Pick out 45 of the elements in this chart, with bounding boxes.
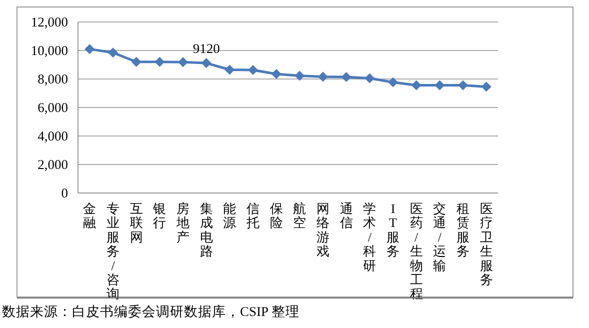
point	[131, 56, 142, 67]
x-tick-label: 医药/生物工程	[410, 201, 423, 302]
x-tick-label: 医疗卫生服务	[480, 201, 493, 287]
point	[84, 44, 95, 54]
y-tick-label: 8,000	[38, 72, 68, 86]
x-tick-label: 交通/运输	[433, 201, 446, 273]
point	[458, 80, 468, 90]
x-tick-label: 互联网	[130, 201, 143, 244]
y-tick-label: 4,000	[38, 128, 68, 144]
x-tick-label: 租赁服务	[456, 201, 470, 259]
x-tick-label: 保险	[270, 201, 283, 230]
y-tick-label: 0	[61, 186, 68, 200]
point	[154, 56, 165, 67]
point	[481, 82, 492, 92]
annotation: 9120	[192, 41, 220, 56]
x-tick-label: 专业服务/咨询	[106, 201, 120, 302]
x-tick-label: 能源	[223, 201, 236, 230]
x-tick-label: 网络游戏	[316, 201, 330, 259]
point	[434, 80, 445, 90]
point	[388, 77, 398, 88]
y-tick-label: 2,000	[38, 157, 68, 172]
point	[294, 70, 305, 81]
point	[318, 72, 328, 82]
x-tick-label: 航空	[293, 201, 306, 230]
point	[271, 69, 282, 80]
x-tick-label: 信托	[246, 201, 260, 230]
point	[224, 64, 235, 75]
x-tick-label: 银行	[152, 201, 166, 230]
x-tick-label: 集成电路	[200, 201, 213, 259]
y-tick-label: 10,000	[30, 43, 68, 58]
x-tick-label: 房地产	[176, 201, 190, 244]
y-tick-label: 6,000	[38, 100, 68, 115]
point	[411, 80, 422, 90]
x-tick-label: 金融	[83, 201, 96, 230]
source-note: 数据来源：白皮书编委会调研数据库，CSIP 整理	[2, 304, 300, 319]
point	[178, 57, 188, 68]
point	[201, 58, 212, 68]
point	[108, 48, 118, 58]
point	[341, 72, 352, 82]
x-tick-label: IT服务	[386, 201, 400, 259]
y-tick-label: 12,000	[30, 14, 68, 30]
point	[248, 65, 258, 76]
x-tick-label: 学术/科研	[363, 201, 376, 273]
point	[364, 73, 375, 84]
x-tick-label: 通信	[340, 201, 353, 230]
